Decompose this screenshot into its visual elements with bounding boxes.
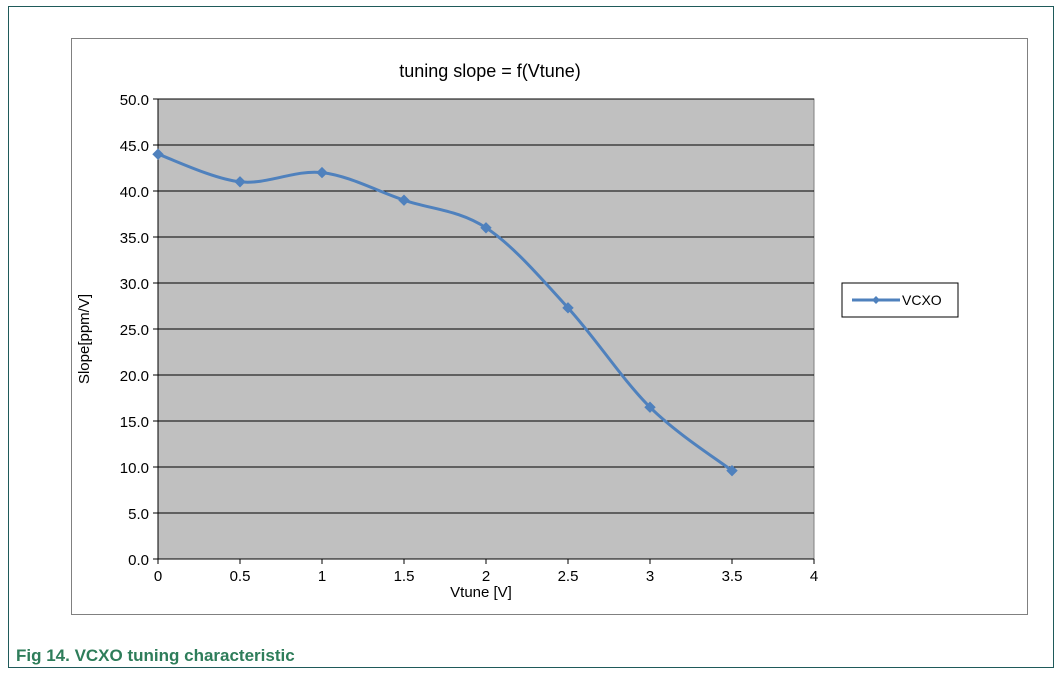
- y-tick-label: 40.0: [120, 184, 149, 201]
- x-tick-label: 1.5: [394, 568, 415, 585]
- y-tick-label: 10.0: [120, 460, 149, 477]
- x-axis-label: Vtune [V]: [450, 584, 512, 601]
- x-tick-label: 1: [318, 568, 326, 585]
- data-point: [644, 401, 656, 413]
- data-point: [726, 464, 738, 477]
- x-tick-label: 2.5: [558, 568, 579, 585]
- legend-marker: [872, 296, 880, 304]
- y-tick-label: 15.0: [120, 414, 149, 431]
- y-axis-label: Slope[ppm/V]: [76, 294, 93, 384]
- x-tick-label: 0.5: [230, 568, 251, 585]
- figure-frame: 0.0 5.0 10.0 15.0 20.0 25.0 30.0 35.0 40.0 45.0 50…: [8, 6, 1054, 668]
- chart-area: 0.0 5.0 10.0 15.0 20.0 25.0 30.0 35.0 40.0 45.0 50…: [71, 38, 1028, 615]
- y-tick-label: 45.0: [120, 138, 149, 155]
- legend-label: VCXO: [902, 292, 942, 308]
- series-line-vcxo: [157, 152, 733, 472]
- x-tick-label: 3: [646, 568, 654, 585]
- data-point: [480, 222, 492, 234]
- chart-title: tuning slope = f(Vtune): [399, 61, 581, 81]
- y-tick-label: 30.0: [120, 276, 149, 293]
- y-tick-label: 5.0: [128, 506, 149, 523]
- figure-caption: Fig 14. VCXO tuning characteristic: [16, 646, 295, 665]
- chart-svg: 0.0 5.0 10.0 15.0 20.0 25.0 30.0 35.0 40.0 45.0 50…: [76, 61, 959, 601]
- data-point: [562, 302, 574, 314]
- x-tick-label: 2: [482, 568, 490, 585]
- y-tick-label: 35.0: [120, 230, 149, 247]
- data-point: [234, 176, 246, 188]
- x-tick-label: 3.5: [722, 568, 743, 585]
- data-point: [316, 166, 328, 179]
- y-tick-label: 25.0: [120, 322, 149, 339]
- y-tick-label: 0.0: [128, 552, 149, 569]
- y-tick-label: 20.0: [120, 368, 149, 385]
- data-point: [152, 148, 164, 160]
- data-point: [398, 194, 410, 206]
- x-tick-label: 4: [810, 568, 818, 585]
- y-tick-label: 50.0: [120, 92, 149, 109]
- x-tick-label: 0: [154, 568, 162, 585]
